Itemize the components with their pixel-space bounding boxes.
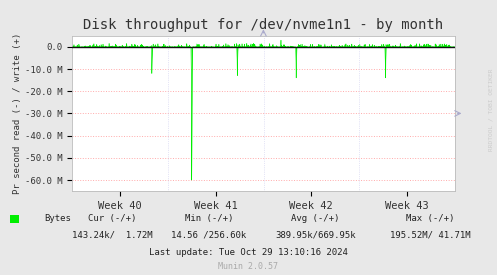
Text: 14.56 /256.60k: 14.56 /256.60k — [171, 231, 247, 240]
Text: 143.24k/  1.72M: 143.24k/ 1.72M — [72, 231, 152, 240]
Text: 389.95k/669.95k: 389.95k/669.95k — [275, 231, 356, 240]
Title: Disk throughput for /dev/nvme1n1 - by month: Disk throughput for /dev/nvme1n1 - by mo… — [83, 18, 443, 32]
Text: 195.52M/ 41.71M: 195.52M/ 41.71M — [390, 231, 470, 240]
Text: Bytes: Bytes — [45, 214, 72, 223]
Text: Munin 2.0.57: Munin 2.0.57 — [219, 262, 278, 271]
Text: Avg (-/+): Avg (-/+) — [291, 214, 340, 223]
Text: Cur (-/+): Cur (-/+) — [87, 214, 136, 223]
Y-axis label: Pr second read (-) / write (+): Pr second read (-) / write (+) — [13, 33, 22, 194]
Text: RRDTOOL / TOBI OETIKER: RRDTOOL / TOBI OETIKER — [489, 69, 494, 151]
Text: Last update: Tue Oct 29 13:10:16 2024: Last update: Tue Oct 29 13:10:16 2024 — [149, 248, 348, 257]
Text: Max (-/+): Max (-/+) — [406, 214, 454, 223]
Text: Min (-/+): Min (-/+) — [184, 214, 233, 223]
